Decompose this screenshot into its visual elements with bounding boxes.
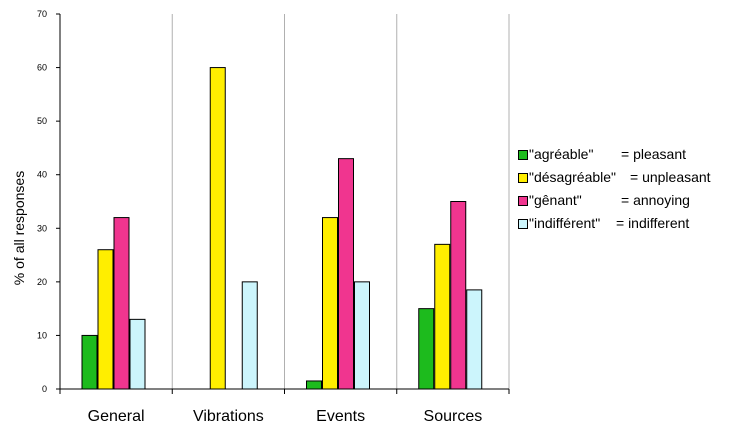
legend-swatch — [518, 173, 528, 183]
bar — [97, 249, 114, 390]
y-tick-label: 20 — [37, 277, 47, 287]
legend-label-french: "indifférent" — [529, 215, 601, 231]
bar — [338, 158, 354, 390]
y-axis-label: % of all responses — [11, 171, 27, 285]
legend-label-french: "désagréable" — [529, 169, 617, 185]
bar — [418, 308, 435, 390]
y-tick-label: 60 — [37, 63, 47, 73]
bar — [322, 217, 338, 390]
bar — [113, 217, 130, 390]
x-category-label: General — [88, 408, 145, 425]
bar — [129, 318, 146, 390]
legend-swatch — [518, 196, 528, 206]
y-tick-label: 40 — [37, 170, 47, 180]
chart-axes — [56, 13, 510, 394]
legend-label-english: = pleasant — [621, 146, 686, 162]
legend-label-french: "gênant" — [529, 192, 582, 208]
x-category-label: Vibrations — [193, 408, 264, 425]
y-tick-label: 10 — [37, 330, 47, 340]
legend-label-english: = annoying — [621, 192, 690, 208]
bar — [306, 380, 322, 390]
legend-label-english: = indifferent — [616, 215, 690, 231]
bar — [354, 281, 370, 390]
x-category-label: Sources — [424, 408, 483, 425]
legend-swatch — [518, 150, 528, 160]
legend-label-english: = unpleasant — [630, 169, 711, 185]
bar — [434, 243, 451, 390]
bar — [241, 281, 258, 390]
y-tick-label: 70 — [37, 9, 47, 19]
bar — [450, 201, 467, 390]
legend-label-french: "agréable" — [529, 146, 594, 162]
x-category-label: Events — [316, 408, 365, 425]
bar — [466, 289, 483, 390]
chart-grid — [171, 14, 510, 389]
y-tick-label: 0 — [42, 384, 47, 394]
x-category-labels: General Vibrations Events Sources — [88, 408, 483, 425]
chart-bars — [81, 67, 483, 390]
legend-swatch — [518, 219, 528, 229]
y-tick-labels: 0 10 20 30 40 50 60 70 — [37, 9, 47, 394]
y-tick-label: 30 — [37, 223, 47, 233]
y-tick-label: 50 — [37, 116, 47, 126]
bar — [209, 67, 226, 390]
bar — [81, 334, 98, 390]
